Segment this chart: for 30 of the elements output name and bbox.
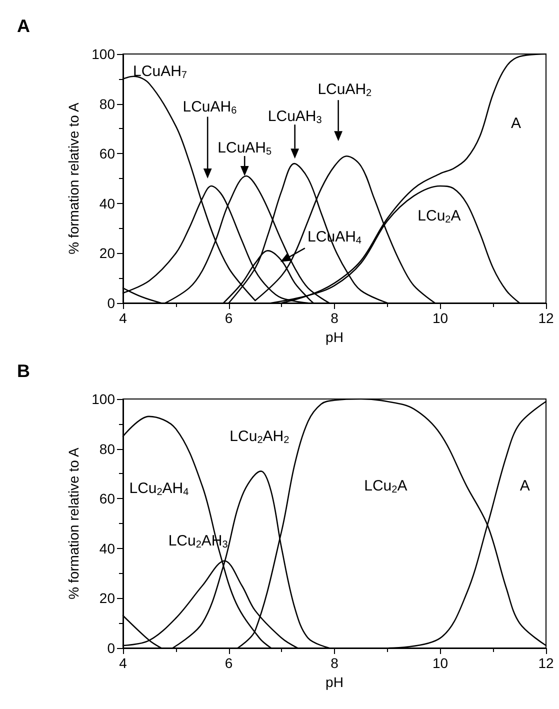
y-tick-label: 0 [107, 295, 116, 311]
x-tick-label: 10 [432, 310, 448, 326]
y-tick-label: 60 [99, 490, 116, 507]
x-tick-label: 12 [538, 310, 554, 326]
x-axis-title: pH [326, 674, 344, 690]
y-tick-label: 100 [92, 46, 116, 62]
y-tick-label: 40 [99, 540, 116, 556]
y-axis-title: % formation relative to A [66, 102, 82, 254]
annotation: A [510, 115, 521, 132]
x-axis-title: pH [326, 328, 344, 345]
x-tick-label: 6 [224, 655, 233, 671]
chart-title: B [17, 361, 30, 381]
x-tick-label: 10 [432, 655, 448, 671]
y-tick-label: 60 [99, 146, 116, 162]
x-tick-label: 8 [330, 310, 339, 326]
x-tick-label: 4 [119, 655, 128, 671]
x-tick-label: 12 [538, 655, 554, 671]
y-tick-label: 80 [99, 96, 116, 112]
x-tick-label: 6 [224, 310, 233, 326]
y-tick-label: 20 [99, 590, 116, 606]
y-tick-label: 40 [99, 195, 116, 212]
x-tick-label: 8 [330, 655, 339, 671]
annotation: A [520, 478, 530, 495]
y-axis-title: % formation relative to A [66, 446, 82, 600]
y-tick-label: 80 [99, 440, 116, 457]
y-tick-label: 0 [107, 640, 116, 656]
y-tick-label: 100 [92, 391, 116, 407]
x-tick-label: 4 [119, 310, 128, 326]
chart-title: A [17, 16, 30, 36]
y-tick-label: 20 [99, 245, 116, 262]
